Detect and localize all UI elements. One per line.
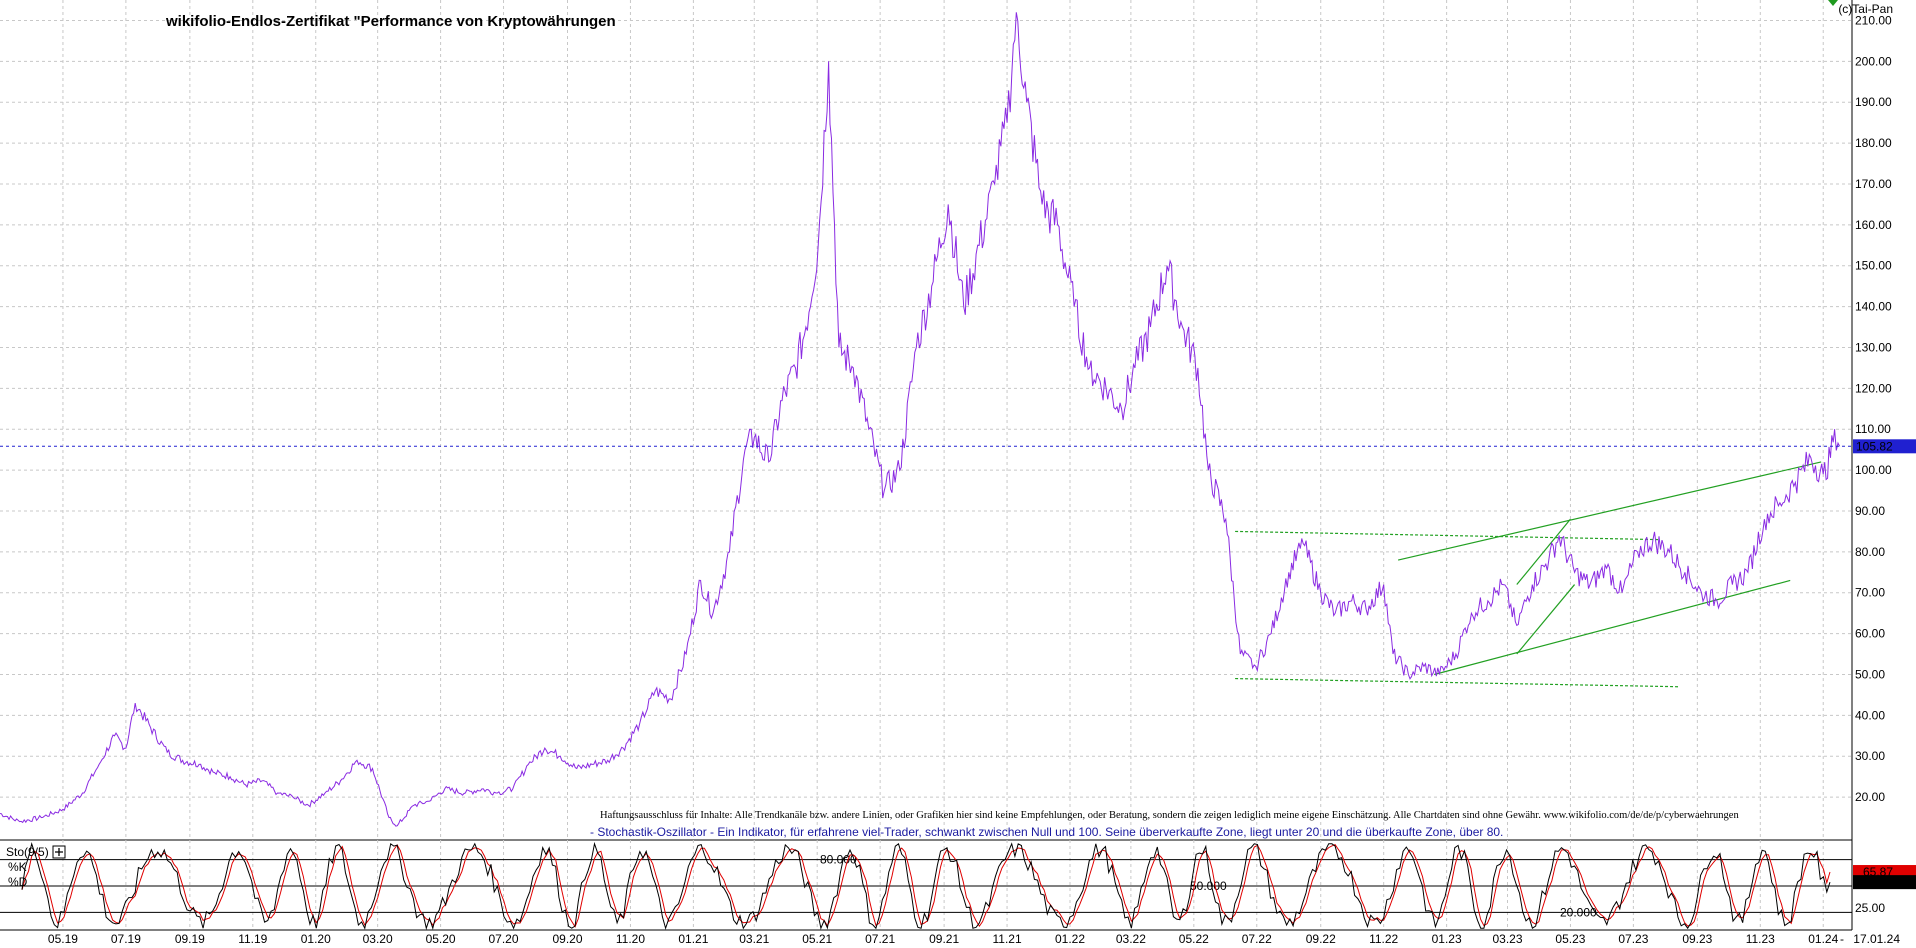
y-tick-label: 100.00 (1855, 463, 1892, 477)
x-end-dash: - (1840, 932, 1844, 946)
x-tick-label: 05.22 (1179, 932, 1209, 946)
x-tick-label: 11.23 (1746, 932, 1775, 946)
x-tick-label: 07.20 (489, 932, 519, 946)
y-tick-label: 50.00 (1855, 667, 1885, 681)
x-end-date: 17.01.24 (1853, 932, 1900, 946)
y-tick-label: 80.00 (1855, 545, 1885, 559)
stochastic-y-tick: 25.00 (1855, 901, 1885, 915)
oscillator-note: - Stochastik-Oszillator - Ein Indikator,… (590, 825, 1503, 839)
x-tick-label: 05.19 (48, 932, 78, 946)
y-tick-label: 170.00 (1855, 177, 1892, 191)
legend-d-label: %D (8, 875, 28, 889)
stochastic-k-line (21, 841, 1831, 931)
y-tick-label: 200.00 (1855, 54, 1892, 68)
y-tick-label: 140.00 (1855, 300, 1892, 314)
copyright-label: (c)Tai-Pan (1838, 2, 1893, 16)
stochastic-level-label: 20.000 (1560, 905, 1597, 919)
expand-icon[interactable] (52, 845, 66, 859)
x-tick-label: 01.20 (301, 932, 331, 946)
y-tick-label: 130.00 (1855, 340, 1892, 354)
x-tick-label: 07.19 (111, 932, 141, 946)
chart-title: wikifolio-Endlos-Zertifikat "Performance… (165, 13, 616, 30)
price-series: 105.82 (0, 12, 1916, 827)
trendline (1235, 677, 1680, 688)
x-tick-label: 07.21 (865, 932, 895, 946)
x-tick-label: 01.23 (1432, 932, 1462, 946)
x-tick-label: 03.23 (1492, 932, 1522, 946)
y-tick-label: 190.00 (1855, 95, 1892, 109)
x-tick-label: 01.24 (1808, 932, 1838, 946)
trendline (1397, 461, 1822, 561)
y-tick-label: 70.00 (1855, 586, 1885, 600)
x-tick-label: 11.21 (992, 932, 1021, 946)
x-tick-label: 09.23 (1682, 932, 1712, 946)
stochastic-k-badge (1853, 875, 1916, 890)
price-line (0, 12, 1841, 827)
trendlines (1235, 461, 1822, 688)
grid (0, 0, 1853, 931)
trendline (1434, 579, 1791, 676)
y-tick-label: 20.00 (1855, 790, 1885, 804)
x-tick-label: 07.22 (1242, 932, 1272, 946)
x-tick-label: 03.22 (1116, 932, 1146, 946)
x-tick-label: 09.19 (175, 932, 205, 946)
trendline (1516, 584, 1576, 655)
x-tick-label: 01.21 (678, 932, 708, 946)
green-marker-icon (1828, 0, 1838, 6)
x-tick-label: 01.22 (1055, 932, 1085, 946)
last-price-label: 105.82 (1856, 439, 1893, 453)
x-tick-label: 07.23 (1618, 932, 1648, 946)
stochastic-level-label: 50.000 (1190, 879, 1227, 893)
x-tick-label: 09.21 (929, 932, 959, 946)
x-tick-label: 11.22 (1369, 932, 1398, 946)
y-tick-label: 40.00 (1855, 708, 1885, 722)
y-tick-label: 90.00 (1855, 504, 1885, 518)
trendline (1235, 530, 1659, 541)
y-tick-label: 160.00 (1855, 218, 1892, 232)
x-tick-label: 09.20 (552, 932, 582, 946)
trendline (1516, 518, 1571, 585)
y-tick-label: 210.00 (1855, 13, 1892, 27)
last-price-badge (1853, 439, 1916, 454)
y-tick-label: 120.00 (1855, 381, 1892, 395)
stochastic-d-line (21, 843, 1831, 928)
y-tick-label: 180.00 (1855, 136, 1892, 150)
x-tick-label: 05.23 (1555, 932, 1585, 946)
x-tick-label: 05.21 (802, 932, 832, 946)
x-tick-label: 03.20 (363, 932, 393, 946)
y-tick-label: 60.00 (1855, 627, 1885, 641)
x-tick-label: 03.21 (739, 932, 769, 946)
stochastic-k-value: 54.40 (1863, 875, 1893, 889)
y-axis: 20.00 30.00 40.00 50.00 60.00 70.00 80.00 90.00… (1855, 13, 1892, 804)
y-tick-label: 30.00 (1855, 749, 1885, 763)
y-tick-label: 110.00 (1855, 422, 1891, 436)
x-axis: 05.19 07.19 09.19 11.19 01.20 03.20 05.20 07.20… (48, 932, 1839, 946)
y-tick-label: 150.00 (1855, 259, 1892, 273)
x-tick-label: 05.20 (426, 932, 456, 946)
stochastic-legend-name: Sto(9/5) (6, 845, 49, 859)
legend-k-label: %K (8, 860, 27, 874)
x-tick-label: 11.20 (616, 932, 645, 946)
x-tick-label: 09.22 (1306, 932, 1336, 946)
x-tick-label: 11.19 (238, 932, 267, 946)
disclaimer-text: Haftungsausschluss für Inhalte: Alle Tre… (600, 810, 1739, 821)
